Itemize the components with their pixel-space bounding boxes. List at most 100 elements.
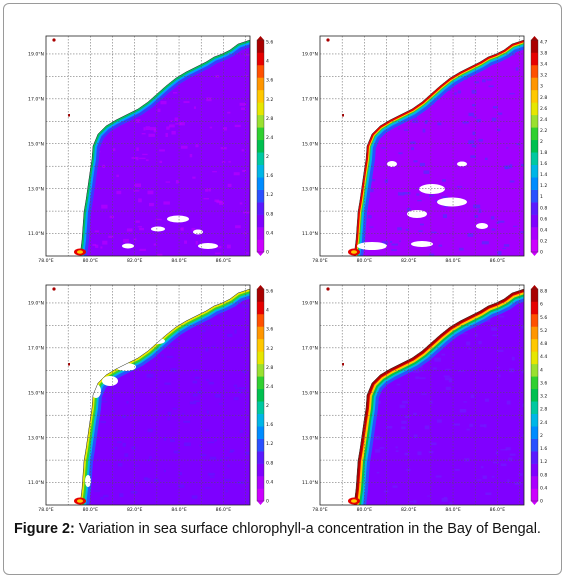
island [68, 114, 70, 117]
colorbar-swatch [257, 64, 264, 78]
colorbar-swatch [257, 214, 264, 228]
lat-label: 15.0°N [28, 390, 44, 396]
colorbar-tick-label: 5.6 [266, 289, 273, 295]
colorbar-swatch [531, 152, 538, 166]
colorbar-swatch [531, 64, 538, 78]
lat-label: 11.0°N [28, 231, 44, 237]
colorbar-swatch [257, 127, 264, 141]
colorbar-tick-label: 1 [540, 194, 543, 200]
colorbar-tick-label: 2.4 [540, 420, 547, 426]
colorbar-swatch [257, 114, 264, 128]
colorbar-tick-label: 0.8 [540, 205, 547, 211]
colorbar-tick-label: 3 [540, 84, 543, 90]
colorbar-tick-label: 5.6 [266, 40, 273, 46]
map-frame [319, 284, 525, 506]
colorbar-swatch [531, 326, 538, 340]
colorbar-tick-label: 0.4 [540, 485, 547, 491]
colorbar-tick-label: 3.6 [540, 380, 547, 386]
colorbar-tick-label: 4.8 [540, 341, 547, 347]
colorbar-swatch [531, 401, 538, 415]
lat-label: 15.0°N [28, 141, 44, 147]
colorbar-swatch [531, 177, 538, 190]
graticule [46, 36, 250, 256]
lat-label: 13.0°N [302, 435, 318, 441]
map-frame [319, 35, 525, 257]
island [77, 250, 83, 254]
colorbar-swatch [257, 102, 264, 116]
lon-label: 80.0°E [357, 507, 373, 513]
colorbar-swatch [257, 338, 264, 352]
lon-label: 84.0°E [445, 507, 461, 513]
colorbar-tick-label: 1.8 [540, 150, 547, 156]
colorbar-swatch [257, 289, 264, 302]
lon-label: 80.0°E [357, 258, 373, 264]
lat-label: 15.0°N [302, 141, 318, 147]
colorbar-tick-label: 0 [540, 499, 543, 505]
colorbar-tick-label: 0 [266, 250, 269, 256]
island [326, 287, 330, 291]
lon-label: 82.0°E [401, 507, 417, 513]
island [77, 499, 83, 503]
colorbar-tick-label: 0.4 [266, 479, 273, 485]
colorbar-swatch [257, 388, 264, 402]
graticule [320, 36, 524, 256]
colorbar-tick-label: 4 [266, 59, 269, 65]
colorbar-swatch [257, 401, 264, 415]
colorbar-tick-label: 3.2 [266, 97, 273, 103]
colorbar-tick-label: 0.8 [540, 472, 547, 478]
colorbar-swatch [531, 52, 538, 66]
colorbar-swatch [531, 77, 538, 91]
colorbar-swatch [531, 426, 538, 439]
colorbar-tick-label: 2 [540, 139, 543, 145]
lon-label: 86.0°E [490, 258, 506, 264]
colorbar-arrow-top [257, 285, 264, 289]
colorbar [256, 36, 265, 256]
map-grid: 19.0°N 17.0°N 15.0°N 13.0°N 11.0°N 78.0°E 80.0… [8, 14, 556, 513]
colorbar-tick-label: 0.8 [266, 460, 273, 466]
colorbar-swatch [531, 189, 538, 203]
colorbar-swatch [531, 102, 538, 116]
map-svg: 19.0°N 17.0°N 15.0°N 13.0°N 11.0°N 78.0°E 80.0… [28, 284, 273, 513]
figure-caption: Figure 2: Variation in sea surface chlor… [14, 520, 546, 539]
colorbar [256, 285, 265, 505]
lon-label: 86.0°E [216, 507, 232, 513]
colorbar-tick-label: 2.8 [266, 116, 273, 122]
colorbar-swatch [531, 301, 538, 315]
colorbar-tick-label: 5.2 [540, 328, 547, 334]
colorbar-swatch [531, 438, 538, 452]
sea-area [80, 36, 250, 256]
lon-label: 78.0°E [38, 507, 54, 513]
colorbar-swatch [531, 451, 538, 464]
colorbar-tick-label: 1.6 [540, 446, 547, 452]
colorbar-swatch [531, 114, 538, 128]
coastline [79, 39, 251, 257]
colorbar-swatch [531, 289, 538, 302]
island [342, 114, 344, 117]
colorbar-swatch [531, 127, 538, 141]
map-frame [45, 35, 251, 257]
lat-label: 19.0°N [302, 301, 318, 307]
lat-label: 19.0°N [302, 52, 318, 58]
colorbar-swatch [531, 376, 538, 390]
colorbar-swatch [257, 139, 264, 153]
map-svg: 19.0°N 17.0°N 15.0°N 13.0°N 11.0°N 78.0°E 80.0… [302, 35, 547, 264]
map-panel-bottom-right: 19.0°N 17.0°N 15.0°N 13.0°N 11.0°N 78.0°E 80.0… [282, 263, 556, 513]
colorbar-frame [530, 288, 539, 502]
colorbar-tick-label: 4 [540, 367, 543, 373]
caption-label: Figure 2: [14, 521, 75, 537]
colorbar-swatch [531, 363, 538, 377]
colorbar-arrow-top [257, 36, 264, 40]
colorbar-tick-label: 2.8 [540, 407, 547, 413]
colorbar-tick-label: 2 [266, 154, 269, 160]
colorbar-swatch [257, 426, 264, 439]
colorbar-tick-label: 2.4 [266, 384, 273, 390]
colorbar-tick-label: 1.4 [540, 172, 547, 178]
lon-label: 82.0°E [127, 507, 143, 513]
colorbar-tick-label: 1.2 [266, 192, 273, 198]
lon-label: 82.0°E [401, 258, 417, 264]
lon-label: 78.0°E [312, 507, 328, 513]
colorbar-swatch [531, 214, 538, 228]
island [342, 363, 344, 366]
sea-area [354, 36, 524, 256]
colorbar-tick-label: 3.4 [540, 62, 547, 68]
